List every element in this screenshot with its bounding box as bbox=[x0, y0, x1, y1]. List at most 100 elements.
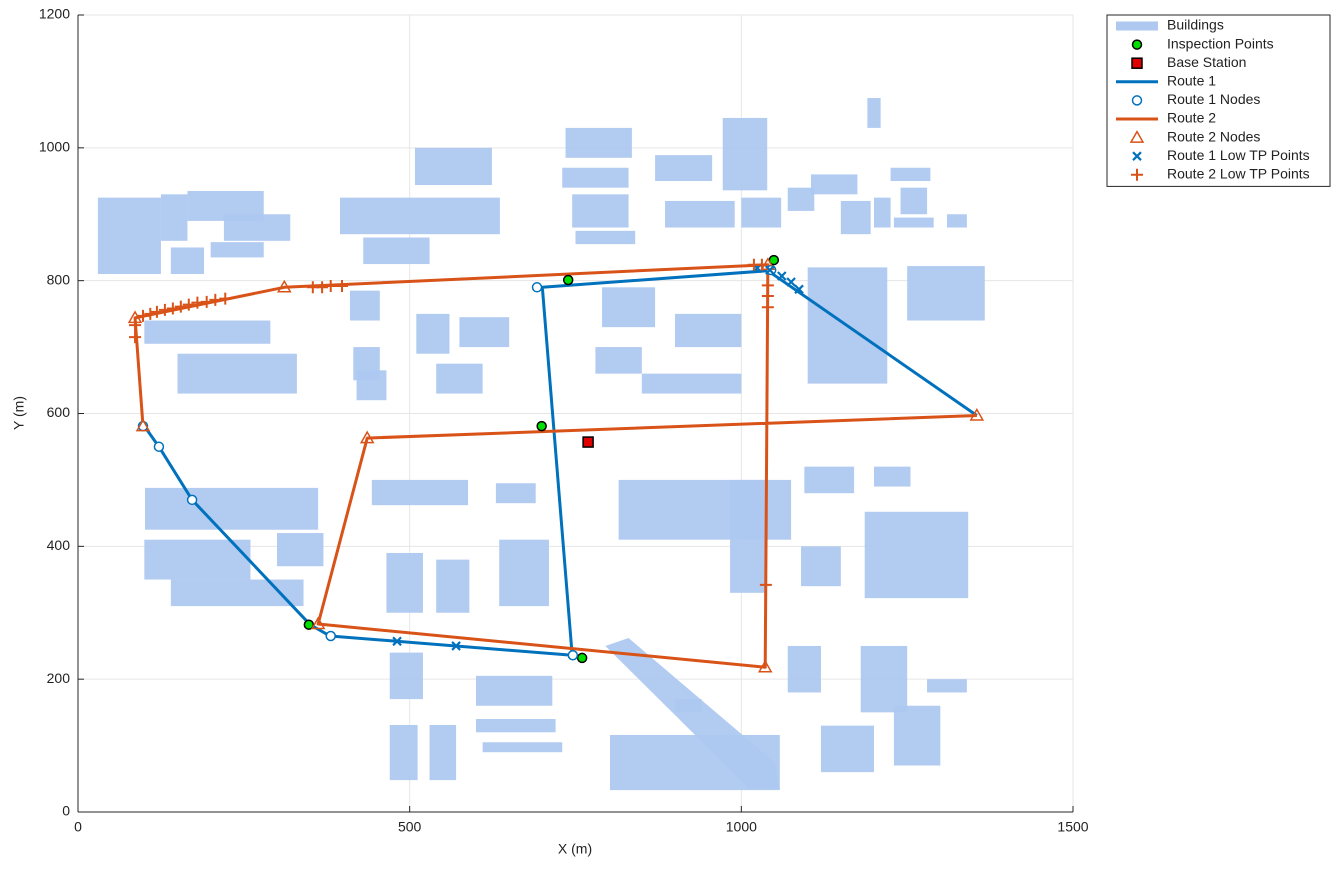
inspection-point bbox=[562, 274, 574, 286]
building bbox=[389, 724, 418, 781]
building bbox=[277, 533, 324, 567]
building bbox=[210, 242, 264, 258]
building bbox=[741, 197, 782, 228]
low-tp-marker bbox=[324, 279, 337, 292]
building bbox=[476, 719, 556, 733]
building bbox=[675, 313, 742, 348]
node-marker bbox=[186, 494, 198, 506]
y-tick-label: 400 bbox=[47, 537, 71, 553]
building bbox=[97, 197, 161, 275]
low-tp-marker bbox=[129, 331, 142, 344]
legend-label: Base Station bbox=[1167, 54, 1246, 70]
building bbox=[144, 320, 271, 344]
building bbox=[820, 725, 874, 773]
low-tp-marker bbox=[336, 279, 349, 292]
y-tick-label: 800 bbox=[47, 271, 71, 287]
low-tp-marker bbox=[166, 302, 179, 315]
node-marker bbox=[567, 650, 579, 661]
legend-label: Route 1 Nodes bbox=[1167, 91, 1260, 107]
building bbox=[575, 230, 636, 245]
building bbox=[864, 511, 969, 599]
building bbox=[665, 200, 735, 228]
low-tp-marker bbox=[451, 641, 461, 651]
low-tp-marker bbox=[144, 307, 157, 320]
building bbox=[810, 174, 858, 195]
building bbox=[363, 237, 430, 265]
building bbox=[476, 675, 553, 706]
building bbox=[340, 197, 500, 235]
building bbox=[801, 546, 841, 587]
building bbox=[436, 559, 470, 613]
building bbox=[170, 579, 304, 607]
low-tp-marker bbox=[150, 305, 163, 318]
building bbox=[170, 247, 205, 275]
building bbox=[602, 287, 656, 328]
inspection-point bbox=[576, 652, 588, 664]
building bbox=[804, 466, 855, 494]
building bbox=[371, 479, 469, 506]
low-tp-marker bbox=[777, 271, 787, 281]
low-tp-marker bbox=[761, 279, 774, 292]
node-marker bbox=[757, 659, 773, 673]
building bbox=[893, 705, 941, 766]
building bbox=[900, 187, 928, 215]
node-marker bbox=[531, 282, 543, 293]
building bbox=[177, 353, 297, 394]
legend-label: Route 1 Low TP Points bbox=[1167, 147, 1310, 163]
inspection-point bbox=[303, 619, 315, 630]
low-tp-marker bbox=[182, 298, 195, 311]
legend-swatch bbox=[1132, 151, 1142, 161]
y-tick-label: 0 bbox=[62, 803, 70, 819]
low-tp-marker bbox=[158, 303, 171, 316]
legend-label: Route 2 Low TP Points bbox=[1167, 166, 1310, 182]
legend: Buildings Inspection Points Base Station Ro… bbox=[1106, 14, 1331, 187]
low-tp-marker bbox=[392, 636, 402, 647]
legend-swatch bbox=[1131, 57, 1143, 69]
base-station bbox=[582, 436, 594, 448]
building bbox=[641, 373, 742, 394]
inspection-point bbox=[536, 420, 547, 432]
building bbox=[890, 167, 931, 182]
building bbox=[144, 487, 319, 530]
building bbox=[482, 742, 563, 753]
node-marker bbox=[359, 430, 375, 444]
legend-swatch bbox=[1131, 39, 1143, 50]
low-tp-marker bbox=[200, 295, 213, 308]
building bbox=[874, 197, 891, 228]
building bbox=[907, 266, 985, 321]
legend-swatch bbox=[1129, 130, 1145, 143]
building bbox=[429, 724, 457, 781]
x-tick-label: 0 bbox=[74, 819, 82, 835]
low-tp-marker bbox=[129, 319, 142, 332]
node-marker bbox=[969, 407, 985, 421]
x-tick-label: 500 bbox=[398, 819, 422, 835]
low-tp-marker bbox=[786, 277, 796, 287]
low-tp-marker bbox=[209, 293, 222, 306]
building bbox=[730, 479, 766, 593]
building bbox=[562, 167, 629, 188]
building bbox=[840, 200, 871, 235]
legend-label: Route 1 bbox=[1167, 73, 1216, 89]
node-marker bbox=[325, 630, 336, 642]
low-tp-marker bbox=[219, 292, 232, 305]
building bbox=[787, 187, 815, 211]
building bbox=[655, 155, 713, 182]
building bbox=[787, 645, 821, 693]
legend-swatch bbox=[1131, 168, 1143, 181]
building bbox=[160, 194, 188, 241]
building bbox=[349, 290, 380, 321]
building bbox=[495, 483, 536, 504]
x-tick-label: 1000 bbox=[726, 819, 757, 835]
low-tp-marker bbox=[759, 578, 772, 591]
y-tick-label: 600 bbox=[47, 404, 71, 420]
building bbox=[436, 363, 483, 394]
building bbox=[386, 552, 423, 613]
building bbox=[572, 194, 629, 228]
low-tp-marker bbox=[765, 265, 775, 275]
node-marker bbox=[153, 441, 165, 452]
building bbox=[389, 652, 423, 700]
x-tick-label: 1500 bbox=[1057, 819, 1088, 835]
building bbox=[356, 370, 387, 401]
x-axis-label: X (m) bbox=[558, 841, 592, 857]
